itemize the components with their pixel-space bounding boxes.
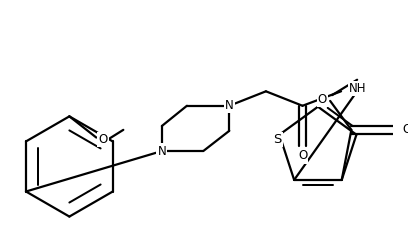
Text: O: O [298, 149, 307, 162]
Text: O: O [318, 92, 327, 106]
Text: NH: NH [349, 82, 366, 95]
Text: N: N [157, 145, 166, 158]
Text: O: O [403, 123, 408, 136]
Text: N: N [225, 99, 234, 112]
Text: S: S [273, 133, 282, 146]
Text: O: O [98, 133, 108, 146]
